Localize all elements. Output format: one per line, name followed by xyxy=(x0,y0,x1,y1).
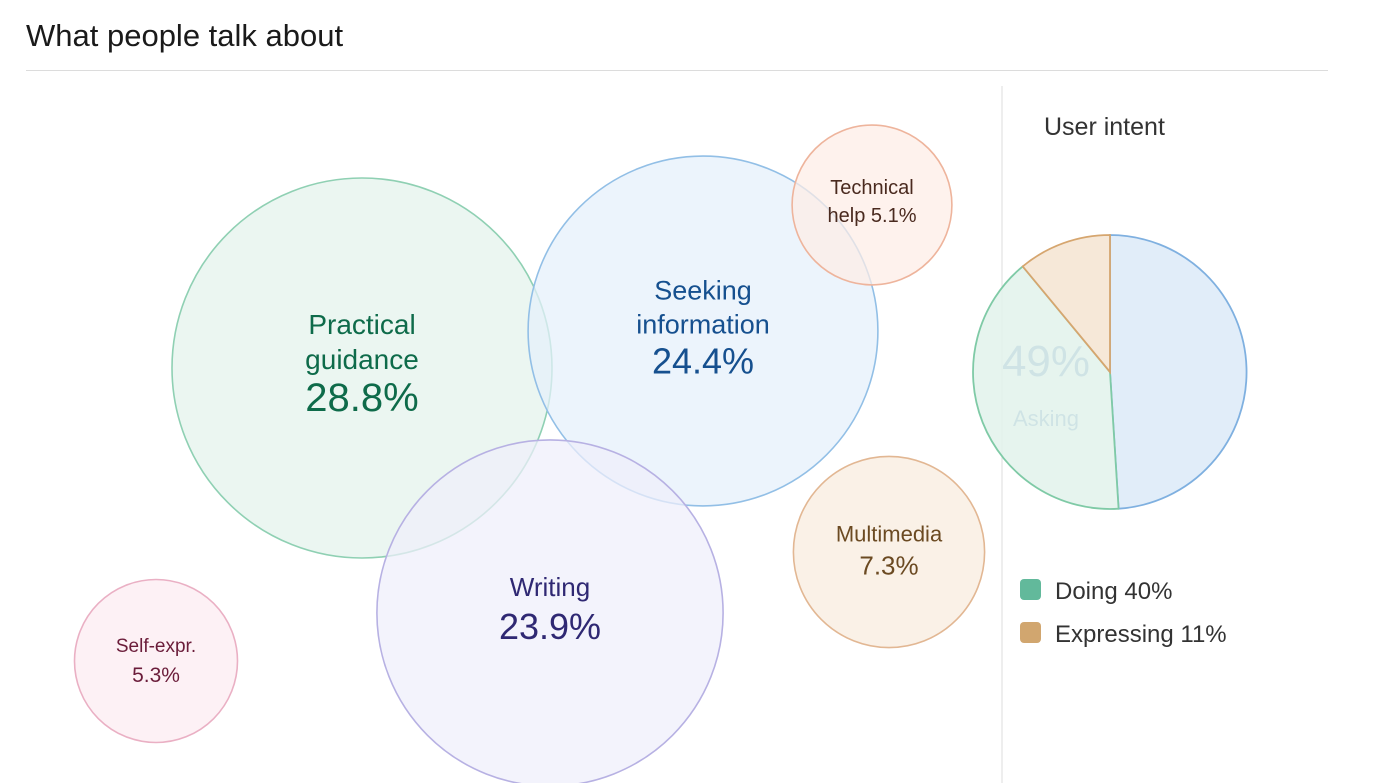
bubble-name-multimedia: Multimedia xyxy=(836,522,943,547)
bubble-value-writing: 23.9% xyxy=(499,606,601,647)
bubble-name-practical-guidance: guidance xyxy=(305,344,419,375)
bubble-name-seeking-information: information xyxy=(636,309,770,339)
bubble-circle-writing xyxy=(376,439,724,783)
bubble-circle-multimedia xyxy=(792,455,986,649)
title-divider xyxy=(26,70,1328,71)
bubble-value-multimedia: 7.3% xyxy=(859,551,918,581)
bubble-circle-technical-help-5-1 xyxy=(791,124,953,286)
bubble-value-practical-guidance: 28.8% xyxy=(305,376,418,420)
bubble-name-writing: Writing xyxy=(510,572,590,602)
bubble-name-technical-help-5-1: help 5.1% xyxy=(828,205,917,227)
bubble-name-technical-help-5-1: Technical xyxy=(830,177,913,199)
bubble-name-seeking-information: Seeking xyxy=(654,276,752,306)
bubble-self-expr: Self-expr. 5.3% xyxy=(73,578,239,744)
bubble-circle-self-expr xyxy=(73,578,239,744)
legend-item-doing: Doing 40% xyxy=(1020,578,1172,605)
user-intent-title: User intent xyxy=(1044,113,1165,141)
user-intent-legend: Doing 40% Expressing 11% xyxy=(1020,578,1227,648)
bubble-value-self-expr: 5.3% xyxy=(132,664,180,687)
bubble-multimedia: Multimedia 7.3% xyxy=(792,455,986,649)
legend-swatch-doing xyxy=(1020,579,1041,600)
pie-slice-expressing xyxy=(1021,234,1111,375)
legend-swatch-expressing xyxy=(1020,622,1041,643)
pie-slice-doing xyxy=(972,265,1120,510)
bubble-name-practical-guidance: Practical xyxy=(308,309,415,340)
legend-label-expressing: Expressing 11% xyxy=(1055,621,1227,648)
legend-item-expressing: Expressing 11% xyxy=(1020,621,1227,648)
legend-label-doing: Doing 40% xyxy=(1055,578,1172,605)
bubble-circle-seeking-information xyxy=(527,155,879,507)
bubble-value-seeking-information: 24.4% xyxy=(652,341,754,382)
bubble-name-self-expr: Self-expr. xyxy=(116,636,196,657)
page-title: What people talk about xyxy=(26,18,344,53)
bubble-writing: Writing 23.9% xyxy=(376,439,724,783)
pie-slice-asking xyxy=(1109,234,1248,510)
bubble-technical-help-5-1: Technical help 5.1% xyxy=(791,124,953,286)
user-intent-pie: 49%Asking xyxy=(972,234,1248,510)
